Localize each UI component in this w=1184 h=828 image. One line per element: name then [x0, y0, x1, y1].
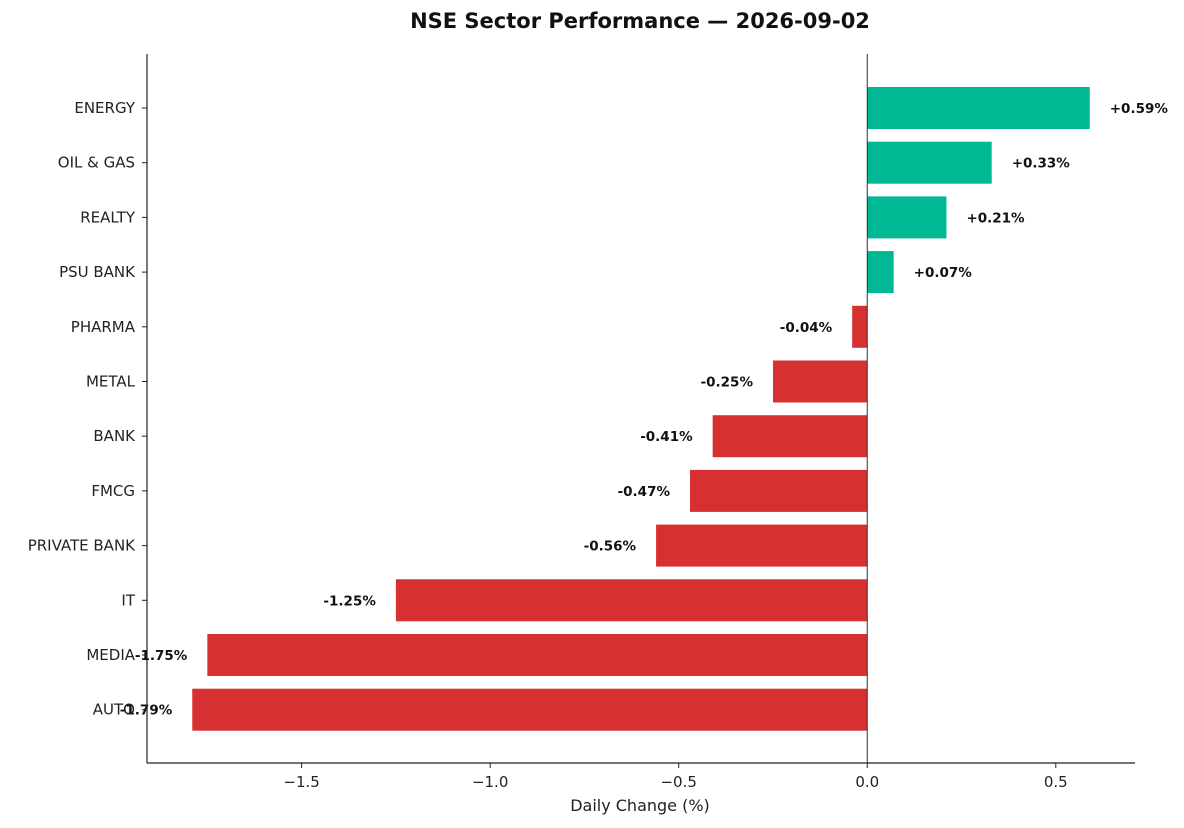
x-tick-label-0: −1.5: [283, 773, 319, 791]
y-ticks-group: ENERGY OIL & GAS REALTY PSU BANK PHARMA METAL…: [28, 99, 147, 719]
x-ticks-group: −1.5 −1.0 −0.5 0.0 0.5: [283, 763, 1068, 791]
value-label-metal: -0.25%: [701, 375, 754, 391]
bar-fmcg: [690, 469, 868, 512]
x-tick-label-3: 0.0: [855, 773, 879, 791]
value-labels-group: +0.59% +0.33% +0.21% +0.07% -0.04% -0.25% -0.4…: [120, 101, 1169, 719]
value-label-psu-bank: +0.07%: [914, 265, 973, 281]
chart-title: NSE Sector Performance — 2026-09-02: [410, 9, 870, 33]
category-label-metal: METAL: [86, 373, 136, 391]
bars-group: [192, 87, 1090, 731]
x-axis-label: Daily Change (%): [570, 796, 710, 815]
category-label-media: MEDIA: [86, 646, 135, 664]
category-label-it: IT: [121, 591, 135, 609]
value-label-oil-gas: +0.33%: [1012, 156, 1071, 172]
bar-private-bank: [656, 524, 868, 567]
x-tick-label-4: 0.5: [1044, 773, 1068, 791]
category-label-oil-gas: OIL & GAS: [58, 154, 135, 172]
bar-it: [395, 579, 868, 622]
bar-realty: [867, 196, 947, 239]
value-label-realty: +0.21%: [966, 210, 1025, 226]
category-label-auto: AUTO: [93, 701, 135, 719]
category-label-bank: BANK: [93, 427, 136, 445]
value-label-auto: -1.79%: [120, 703, 173, 719]
category-label-realty: REALTY: [80, 208, 136, 226]
bar-bank: [712, 415, 868, 458]
value-label-private-bank: -0.56%: [584, 539, 637, 555]
category-label-energy: ENERGY: [74, 99, 135, 117]
x-tick-label-1: −1.0: [472, 773, 508, 791]
value-label-pharma: -0.04%: [780, 320, 833, 336]
category-label-psu-bank: PSU BANK: [59, 263, 136, 281]
bar-metal: [772, 360, 868, 403]
bar-pharma: [852, 305, 868, 348]
value-label-fmcg: -0.47%: [618, 484, 671, 500]
value-label-media: -1.75%: [135, 648, 188, 664]
bar-psu-bank: [867, 251, 894, 294]
axes-group: [146, 54, 1135, 764]
value-label-bank: -0.41%: [640, 429, 693, 445]
bar-media: [207, 634, 868, 676]
bar-energy: [867, 87, 1090, 129]
x-tick-label-2: −0.5: [660, 773, 696, 791]
value-label-energy: +0.59%: [1110, 101, 1169, 117]
bar-auto: [192, 688, 868, 731]
category-label-private-bank: PRIVATE BANK: [28, 537, 136, 555]
category-label-fmcg: FMCG: [91, 482, 135, 500]
category-label-pharma: PHARMA: [71, 318, 136, 336]
value-label-it: -1.25%: [323, 593, 376, 609]
bar-oil-gas: [867, 141, 992, 184]
